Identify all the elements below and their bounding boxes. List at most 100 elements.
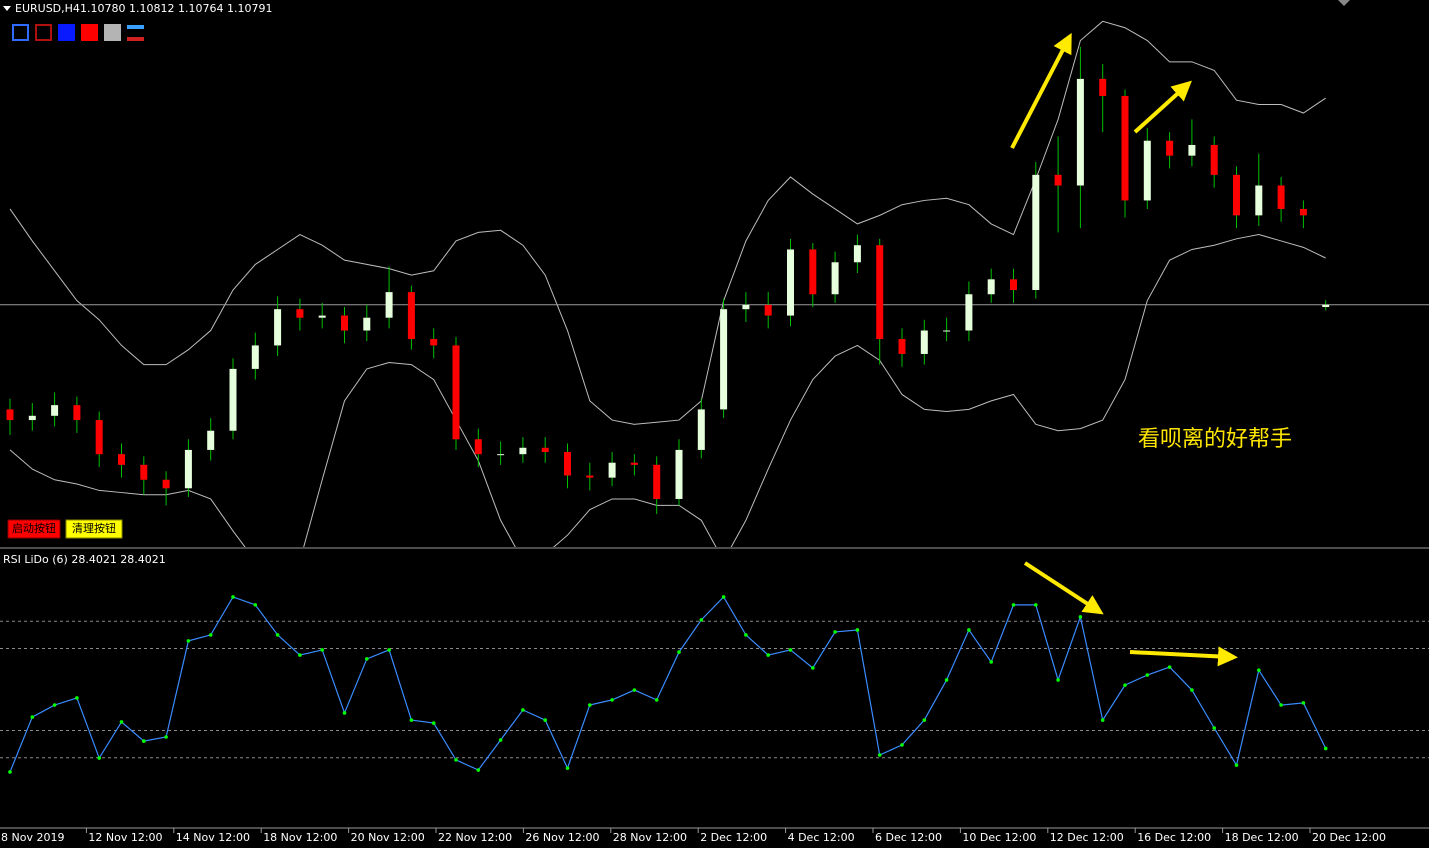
rsi-point — [1167, 665, 1172, 669]
candle-body — [1210, 144, 1218, 175]
rsi-point — [833, 630, 837, 634]
rsi-point — [186, 639, 191, 643]
rsi-point — [1100, 718, 1105, 722]
candle-body — [541, 447, 549, 453]
rsi-point — [1123, 683, 1127, 687]
candle-body — [1322, 304, 1330, 308]
icon[interactable] — [127, 25, 144, 29]
candle-body — [452, 345, 460, 440]
rsi-point — [164, 735, 168, 739]
icon[interactable] — [12, 24, 29, 41]
candle-body — [1032, 174, 1040, 290]
candle-body — [6, 409, 14, 421]
start-button-label[interactable]: 启动按钮 — [12, 521, 56, 535]
candle-body — [118, 454, 125, 465]
rsi-point — [8, 770, 12, 774]
candle-body — [363, 317, 371, 331]
x-tick-label: 10 Dec 12:00 — [962, 831, 1036, 844]
rsi-point — [1034, 603, 1038, 607]
candle-body — [943, 330, 951, 332]
rsi-point — [877, 753, 882, 757]
rsi-point — [30, 715, 35, 719]
icon[interactable] — [58, 24, 75, 41]
candle-body — [697, 409, 705, 450]
candle-body — [474, 439, 482, 455]
candle-body — [630, 462, 638, 465]
rsi-point — [766, 653, 770, 657]
candle-body — [831, 262, 839, 295]
candle-body — [608, 462, 616, 478]
x-tick-label: 6 Dec 12:00 — [875, 831, 942, 844]
rsi-point — [498, 738, 503, 742]
candle-body — [1233, 174, 1240, 216]
rsi-pane — [0, 595, 1429, 774]
candle-body — [876, 245, 884, 340]
candle-body — [1121, 95, 1129, 201]
x-tick-label: 20 Nov 12:00 — [351, 831, 425, 844]
rsi-point — [1301, 701, 1306, 705]
rsi-point — [900, 743, 904, 747]
rsi-point — [298, 653, 302, 657]
x-tick-label: 26 Nov 12:00 — [525, 831, 599, 844]
rsi-point — [855, 628, 860, 632]
candle-body — [140, 464, 148, 480]
candle-body — [1166, 140, 1174, 156]
rsi-point — [1056, 678, 1060, 682]
symbol: EURUSD,H4 — [15, 2, 80, 15]
symbol-menu[interactable] — [3, 6, 11, 11]
x-tick-label: 12 Dec 12:00 — [1050, 831, 1124, 844]
rsi-point — [342, 711, 347, 715]
rsi-point — [565, 766, 570, 770]
rsi-point — [677, 650, 681, 654]
rsi-point — [454, 758, 458, 762]
rsi-point — [521, 708, 525, 712]
rsi-point — [1145, 673, 1150, 677]
start-button[interactable] — [7, 519, 61, 539]
candle-body — [162, 479, 170, 489]
candle-body — [497, 454, 505, 456]
x-tick-label: 8 Nov 2019 — [1, 831, 64, 844]
rsi-point — [387, 648, 391, 652]
arrow — [1129, 646, 1238, 667]
rsi-point — [231, 595, 235, 599]
candle-body — [430, 339, 438, 346]
x-tick-label: 28 Nov 12:00 — [613, 831, 687, 844]
arrow — [1023, 561, 1104, 615]
candle-body — [1277, 185, 1285, 209]
upper-band — [9, 20, 1326, 425]
candle-body — [1299, 208, 1307, 216]
candle-body — [28, 415, 36, 421]
icon[interactable] — [81, 24, 98, 41]
rsi-point — [1078, 615, 1083, 619]
rsi-point — [320, 648, 325, 652]
rsi-point — [1323, 746, 1328, 751]
clear-button-label[interactable]: 清理按钮 — [72, 521, 116, 535]
candle-body — [1255, 185, 1263, 216]
rsi-point — [119, 720, 124, 724]
candle-body — [586, 475, 594, 478]
candle-body — [207, 430, 215, 450]
candle-body — [1099, 78, 1107, 96]
rsi-point — [253, 603, 258, 607]
candle-body — [385, 292, 393, 318]
icon[interactable] — [35, 24, 52, 41]
icon[interactable] — [127, 37, 144, 41]
clear-button[interactable] — [65, 519, 123, 539]
candle-body — [1010, 279, 1017, 290]
candle-body — [184, 449, 192, 489]
price-pane — [0, 20, 1429, 547]
rsi-point — [922, 718, 927, 722]
icon[interactable] — [104, 24, 121, 41]
rsi-point — [208, 633, 213, 637]
rsi-point — [744, 633, 748, 637]
toolbar-icons — [12, 24, 144, 41]
candle-body — [653, 464, 661, 499]
rsi-point — [721, 595, 726, 599]
x-tick-label: 14 Nov 12:00 — [176, 831, 250, 844]
rsi-point — [543, 718, 547, 722]
candle-body — [920, 330, 928, 354]
rsi-point — [1011, 603, 1016, 607]
candle-body — [1054, 174, 1062, 186]
